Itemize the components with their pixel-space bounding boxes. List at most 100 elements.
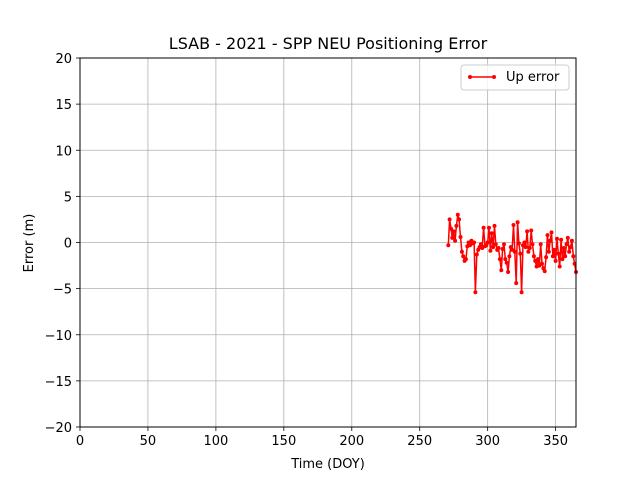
- data-point: [569, 238, 574, 243]
- data-point: [497, 257, 502, 262]
- data-point: [474, 252, 479, 257]
- x-tick-label: 50: [140, 434, 157, 449]
- data-point: [459, 249, 464, 254]
- data-point: [529, 228, 534, 233]
- data-point: [488, 248, 493, 253]
- data-point: [454, 223, 459, 228]
- data-point: [527, 246, 532, 250]
- data-point: [481, 225, 486, 230]
- data-point: [549, 230, 554, 235]
- data-point: [544, 255, 549, 260]
- data-point: [531, 254, 536, 259]
- data-point: [550, 254, 555, 259]
- y-tick-label: 15: [55, 98, 72, 113]
- data-point: [455, 212, 460, 217]
- data-point: [553, 258, 558, 263]
- data-point: [512, 249, 517, 254]
- data-point: [525, 229, 530, 234]
- data-point: [555, 236, 559, 241]
- x-tick-label: 300: [475, 434, 500, 449]
- data-point: [518, 251, 523, 256]
- data-point: [515, 220, 520, 225]
- y-tick-label: 20: [55, 52, 72, 67]
- chart-title: LSAB - 2021 - SPP NEU Positioning Error: [169, 34, 488, 53]
- data-point: [542, 269, 547, 274]
- data-point: [461, 254, 466, 259]
- data-point: [567, 249, 572, 254]
- data-point: [563, 254, 568, 259]
- data-point: [472, 240, 477, 245]
- data-point: [496, 246, 501, 250]
- data-point: [523, 245, 528, 250]
- y-tick-label: 0: [64, 237, 72, 252]
- data-point: [457, 217, 462, 222]
- data-point: [463, 257, 468, 262]
- data-point: [500, 247, 505, 251]
- data-point: [449, 226, 453, 231]
- x-tick-label: 200: [339, 434, 364, 449]
- x-tick-label: 100: [203, 434, 228, 449]
- y-tick-label: −20: [45, 421, 72, 436]
- data-point: [450, 235, 455, 240]
- data-point: [514, 281, 519, 286]
- y-tick-label: −10: [45, 329, 72, 344]
- data-point: [489, 231, 494, 236]
- data-point: [506, 270, 511, 274]
- data-point: [538, 242, 543, 247]
- data-point: [485, 240, 490, 245]
- data-point: [564, 242, 569, 247]
- legend-marker: [492, 75, 496, 79]
- y-axis-label: Error (m): [22, 214, 37, 273]
- data-point: [478, 242, 483, 247]
- data-point: [458, 235, 463, 239]
- data-point: [499, 268, 504, 273]
- data-point: [560, 257, 565, 262]
- y-tick-label: −5: [53, 283, 72, 298]
- x-tick-label: 150: [271, 434, 296, 449]
- x-tick-label: 250: [407, 434, 432, 449]
- x-tick-label: 0: [76, 434, 84, 449]
- data-point: [446, 243, 451, 248]
- data-point: [519, 290, 524, 295]
- data-point: [502, 242, 506, 247]
- y-axis-ticks: −20 −15 −10 −5 0 5 10 15 20: [45, 52, 80, 436]
- data-point: [491, 245, 496, 250]
- data-point: [545, 233, 550, 238]
- data-point: [557, 264, 562, 269]
- data-point: [536, 257, 540, 262]
- data-point: [526, 249, 531, 254]
- legend-label: Up error: [506, 70, 560, 85]
- y-tick-label: 10: [55, 144, 72, 159]
- data-point: [453, 238, 458, 243]
- data-point: [568, 245, 573, 250]
- data-point: [473, 290, 478, 295]
- data-point: [451, 229, 456, 234]
- data-point: [530, 242, 535, 247]
- data-point: [522, 240, 527, 245]
- data-point: [552, 247, 557, 252]
- data-point: [507, 254, 512, 259]
- data-point: [559, 237, 564, 242]
- data-point: [548, 238, 553, 243]
- data-point: [561, 246, 566, 250]
- data-point: [447, 217, 452, 222]
- data-point: [540, 261, 544, 266]
- data-point: [504, 260, 509, 265]
- data-point: [556, 251, 561, 256]
- x-tick-label: 350: [543, 434, 568, 449]
- data-point: [503, 257, 508, 262]
- data-point: [516, 241, 521, 246]
- legend-marker: [468, 75, 472, 79]
- x-axis-label: Time (DOY): [290, 457, 365, 472]
- data-point: [546, 249, 551, 254]
- x-axis-ticks: 0 50 100 150 200 250 300 350: [76, 427, 568, 449]
- y-tick-label: 5: [64, 190, 72, 205]
- legend: Up error: [460, 64, 570, 91]
- data-point: [493, 242, 498, 247]
- data-point: [492, 223, 497, 228]
- legend-box: [460, 64, 570, 91]
- y-tick-label: −15: [45, 375, 72, 390]
- data-point: [571, 254, 576, 259]
- data-point: [565, 235, 570, 240]
